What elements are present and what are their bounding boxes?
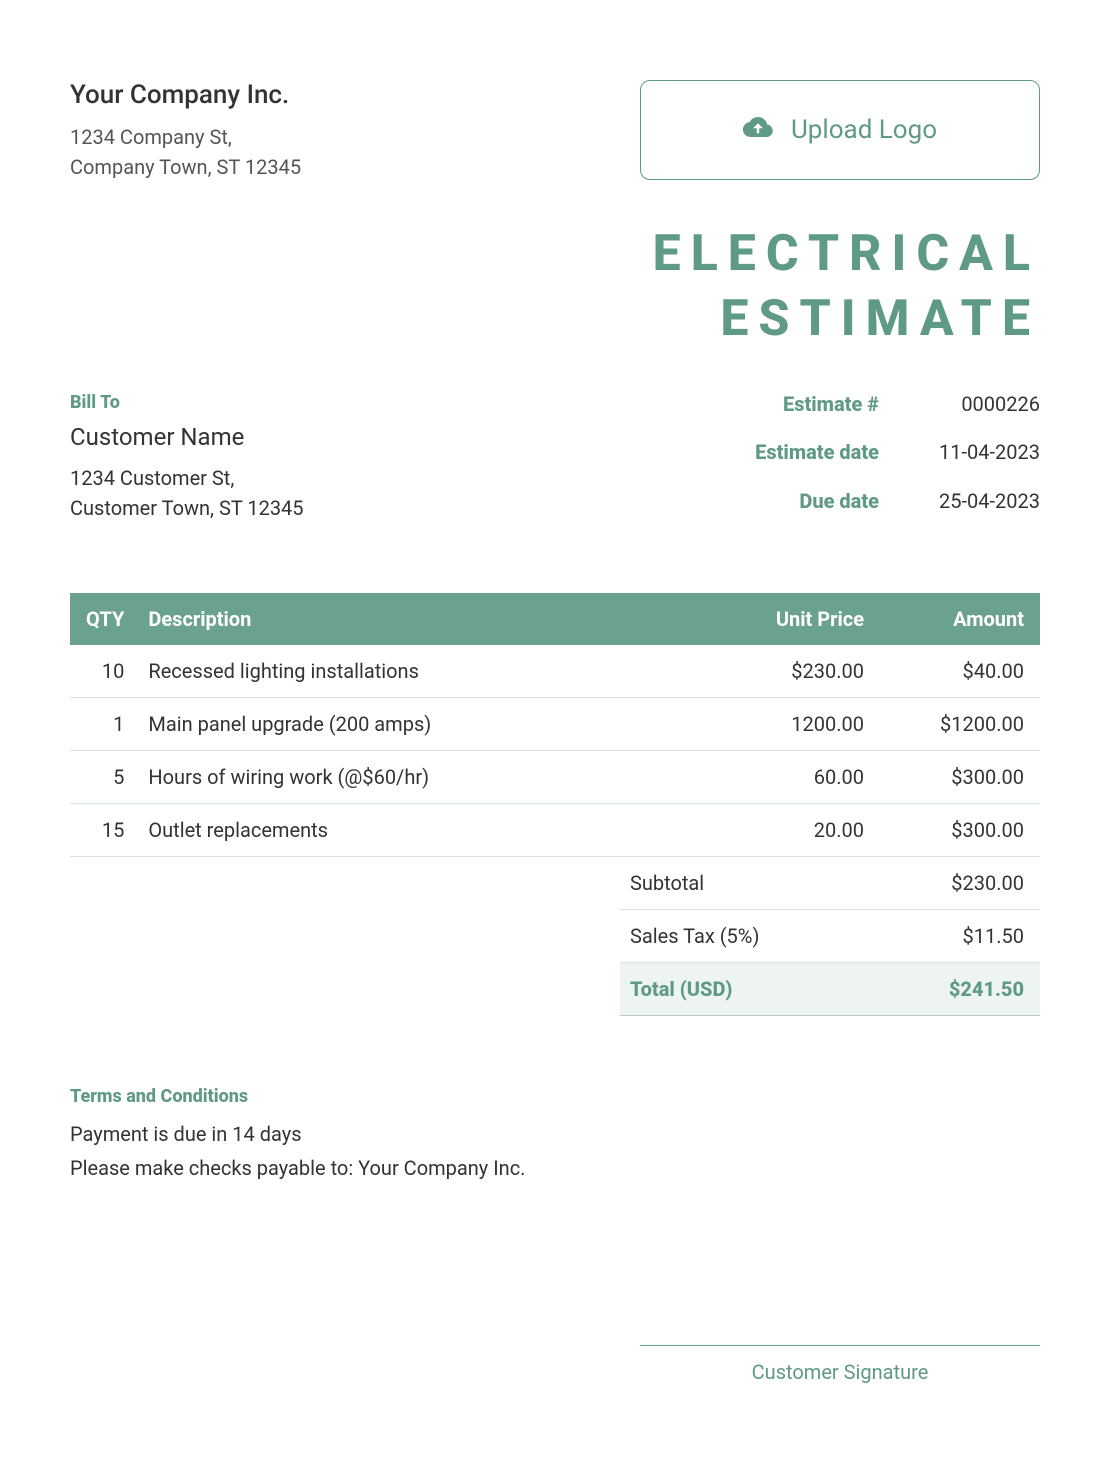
total-value: $241.50 (949, 977, 1024, 1001)
company-address: 1234 Company St, Company Town, ST 12345 (70, 122, 301, 182)
upload-logo-label: Upload Logo (791, 115, 937, 145)
header-row: Your Company Inc. 1234 Company St, Compa… (70, 80, 1040, 182)
document-title-line2: ESTIMATE (70, 287, 1040, 352)
document-title-line1: ELECTRICAL (70, 222, 1040, 287)
subtotal-label: Subtotal (630, 871, 704, 895)
table-header-row: QTY Description Unit Price Amount (70, 593, 1040, 645)
estimate-date: 11-04-2023 (939, 440, 1040, 474)
table-row: 1 Main panel upgrade (200 amps) 1200.00 … (70, 698, 1040, 751)
totals-block: Subtotal $230.00 Sales Tax (5%) $11.50 T… (620, 857, 1040, 1016)
signature-block: Customer Signature (640, 1345, 1040, 1384)
cell-qty: 5 (70, 751, 136, 804)
cell-amount: $300.00 (880, 804, 1040, 857)
col-description: Description (136, 593, 720, 645)
terms-line2: Please make checks payable to: Your Comp… (70, 1151, 1040, 1185)
cell-price: 1200.00 (720, 698, 880, 751)
bill-to-label: Bill To (70, 392, 304, 413)
tax-label: Sales Tax (5%) (630, 924, 759, 948)
customer-address-line1: 1234 Customer St, (70, 463, 304, 493)
table-row: 10 Recessed lighting installations $230.… (70, 645, 1040, 698)
subtotal-value: $230.00 (951, 871, 1024, 895)
col-unit-price: Unit Price (720, 593, 880, 645)
document-title: ELECTRICAL ESTIMATE (70, 222, 1040, 352)
cell-desc: Recessed lighting installations (136, 645, 720, 698)
table-row: 15 Outlet replacements 20.00 $300.00 (70, 804, 1040, 857)
bill-to-block: Bill To Customer Name 1234 Customer St, … (70, 392, 304, 523)
due-date: 25-04-2023 (939, 489, 1040, 523)
upload-logo-button[interactable]: Upload Logo (640, 80, 1040, 180)
cell-desc: Hours of wiring work (@$60/hr) (136, 751, 720, 804)
signature-label: Customer Signature (640, 1345, 1040, 1384)
cloud-upload-icon (743, 112, 773, 149)
customer-name: Customer Name (70, 423, 304, 451)
cell-price: 60.00 (720, 751, 880, 804)
company-address-line1: 1234 Company St, (70, 122, 301, 152)
terms-line1: Payment is due in 14 days (70, 1117, 1040, 1151)
company-name: Your Company Inc. (70, 80, 301, 110)
terms-heading: Terms and Conditions (70, 1086, 1040, 1107)
cell-price: 20.00 (720, 804, 880, 857)
customer-address: 1234 Customer St, Customer Town, ST 1234… (70, 463, 304, 523)
total-label: Total (USD) (630, 977, 732, 1001)
cell-desc: Outlet replacements (136, 804, 720, 857)
line-items-table: QTY Description Unit Price Amount 10 Rec… (70, 593, 1040, 857)
cell-price: $230.00 (720, 645, 880, 698)
estimate-date-label: Estimate date (755, 440, 879, 474)
subtotal-row: Subtotal $230.00 (620, 857, 1040, 910)
company-address-line2: Company Town, ST 12345 (70, 152, 301, 182)
total-row: Total (USD) $241.50 (620, 963, 1040, 1016)
customer-address-line2: Customer Town, ST 12345 (70, 493, 304, 523)
meta-row: Bill To Customer Name 1234 Customer St, … (70, 392, 1040, 523)
estimate-number-label: Estimate # (755, 392, 879, 426)
cell-desc: Main panel upgrade (200 amps) (136, 698, 720, 751)
company-block: Your Company Inc. 1234 Company St, Compa… (70, 80, 301, 182)
estimate-number: 0000226 (939, 392, 1040, 426)
cell-qty: 10 (70, 645, 136, 698)
due-date-label: Due date (755, 489, 879, 523)
col-qty: QTY (70, 593, 136, 645)
col-amount: Amount (880, 593, 1040, 645)
cell-amount: $1200.00 (880, 698, 1040, 751)
cell-qty: 1 (70, 698, 136, 751)
cell-qty: 15 (70, 804, 136, 857)
estimate-meta: Estimate # 0000226 Estimate date 11-04-2… (755, 392, 1040, 523)
table-row: 5 Hours of wiring work (@$60/hr) 60.00 $… (70, 751, 1040, 804)
cell-amount: $300.00 (880, 751, 1040, 804)
tax-value: $11.50 (963, 924, 1024, 948)
terms-block: Terms and Conditions Payment is due in 1… (70, 1086, 1040, 1185)
tax-row: Sales Tax (5%) $11.50 (620, 910, 1040, 963)
cell-amount: $40.00 (880, 645, 1040, 698)
